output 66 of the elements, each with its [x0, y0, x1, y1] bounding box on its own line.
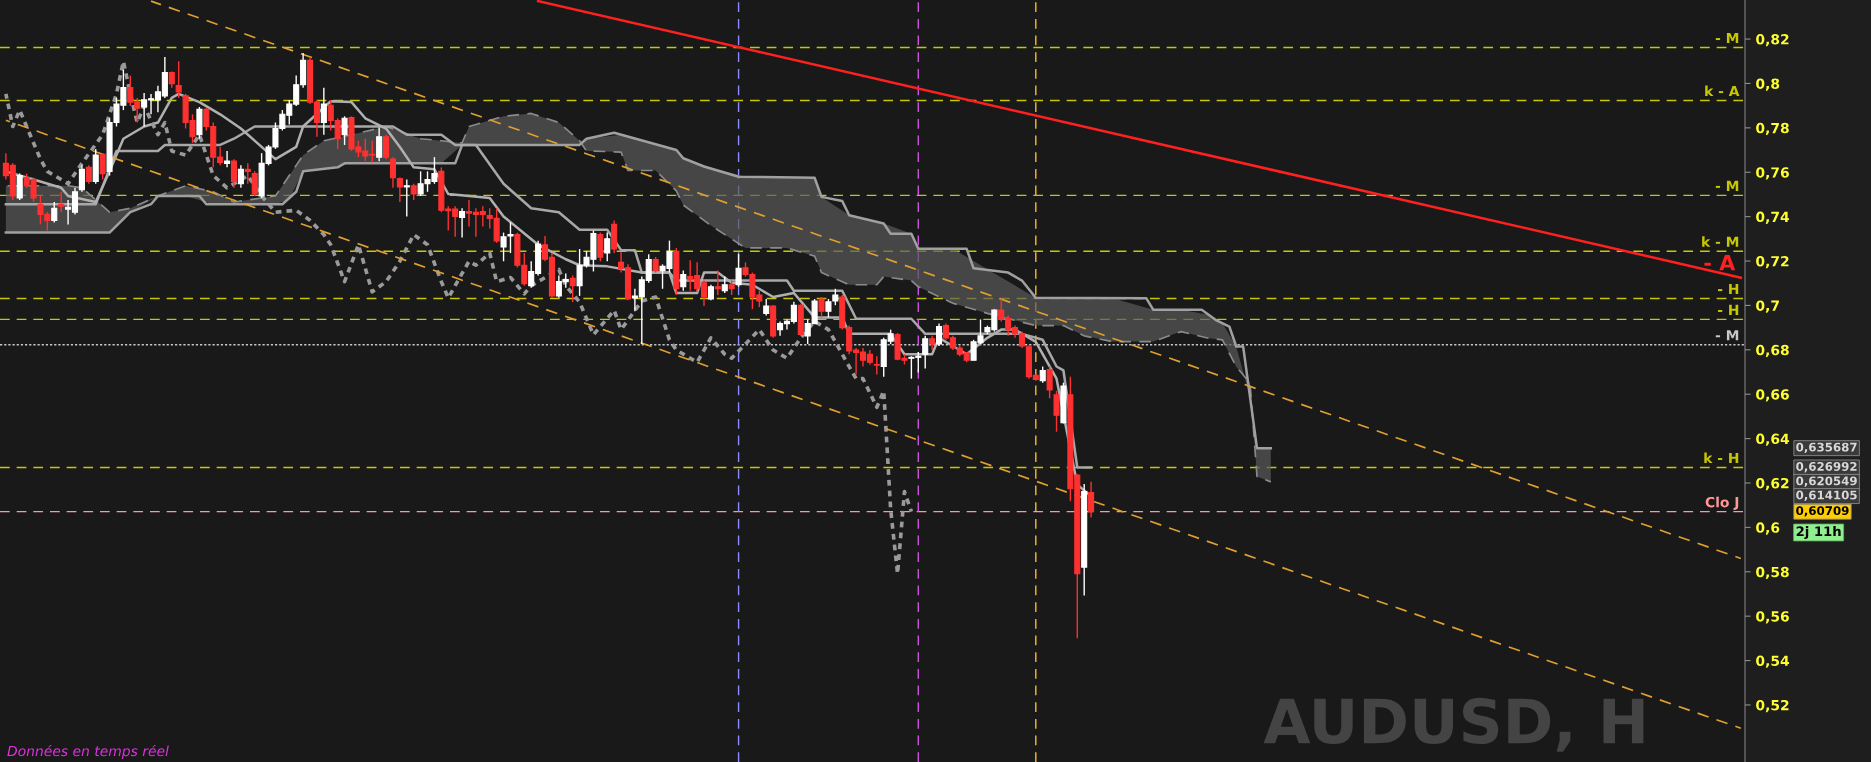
ref-line-label: - H: [1718, 304, 1739, 315]
candlestick: [251, 170, 258, 197]
candlestick: [16, 172, 23, 201]
candlestick: [51, 201, 58, 224]
candlestick: [175, 60, 182, 99]
series-label: - A: [1704, 255, 1736, 271]
y-tick-label: 0,7: [1756, 300, 1779, 313]
y-tick-label: 0,62: [1756, 477, 1789, 491]
y-tick-label: 0,64: [1756, 433, 1790, 446]
ref-line-label: k - M: [1702, 236, 1739, 247]
candlestick: [735, 253, 742, 288]
candlestick: [376, 126, 383, 162]
y-tick-label: 0,54: [1756, 655, 1790, 668]
ref-line-label: - M: [1715, 330, 1739, 341]
y-tick-label: 0,52: [1756, 699, 1789, 713]
text: 0,620549: [1796, 476, 1857, 487]
text: 0,60709: [1796, 506, 1849, 517]
y-tick-label: 0,8: [1756, 78, 1780, 91]
annotation: Données en temps réel: [7, 744, 169, 759]
candlestick: [680, 269, 687, 292]
candlestick: [224, 150, 231, 169]
candlestick: [403, 178, 410, 218]
y-tick-label: 0,58: [1756, 566, 1789, 580]
y-tick-label: 0,6: [1756, 522, 1780, 535]
candlestick: [922, 335, 929, 370]
candlestick: [99, 152, 106, 181]
candlestick: [230, 158, 238, 189]
candlestick: [935, 322, 943, 347]
candlestick: [597, 231, 604, 262]
candlestick: [383, 134, 390, 160]
candlestick: [1046, 365, 1053, 399]
ref-line-label: k - H: [1704, 452, 1739, 464]
y-tick-label: 0,68: [1756, 344, 1789, 358]
candlestick: [396, 176, 403, 203]
text: 2j 11h: [1796, 526, 1841, 539]
ref-line-label: - M: [1715, 32, 1739, 44]
candlestick: [320, 86, 327, 136]
candlestick: [1088, 480, 1095, 519]
candlestick: [244, 162, 251, 185]
candlestick: [1053, 390, 1060, 433]
ref-line-label: Clo J: [1705, 496, 1739, 510]
candlestick: [58, 191, 65, 213]
text: 0,626992: [1796, 461, 1857, 473]
ref-line-label: k - A: [1705, 85, 1740, 97]
ref-line-label: - H: [1718, 283, 1739, 295]
y-tick-label: 0,72: [1756, 256, 1789, 269]
candlestick: [459, 207, 466, 239]
candlestick: [604, 231, 611, 262]
y-tick-label: 0,56: [1756, 611, 1789, 624]
candlestick: [818, 296, 825, 319]
text: 0,635687: [1796, 442, 1857, 454]
y-tick-label: 0,82: [1756, 34, 1789, 47]
candlestick: [569, 274, 576, 303]
candlestick: [237, 164, 244, 189]
y-tick-label: 0,76: [1756, 167, 1789, 180]
y-tick-label: 0,78: [1756, 122, 1789, 136]
y-tick-label: 0,74: [1756, 211, 1790, 224]
candlestick: [389, 156, 397, 189]
candlestick: [85, 164, 92, 185]
candlestick: [714, 269, 721, 296]
text: 0,614105: [1796, 490, 1857, 502]
candlestick: [341, 115, 348, 146]
ref-line-label: - M: [1715, 180, 1739, 191]
candlestick: [873, 355, 880, 376]
candlestick: [78, 164, 85, 193]
y-tick-label: 0,66: [1756, 389, 1789, 402]
